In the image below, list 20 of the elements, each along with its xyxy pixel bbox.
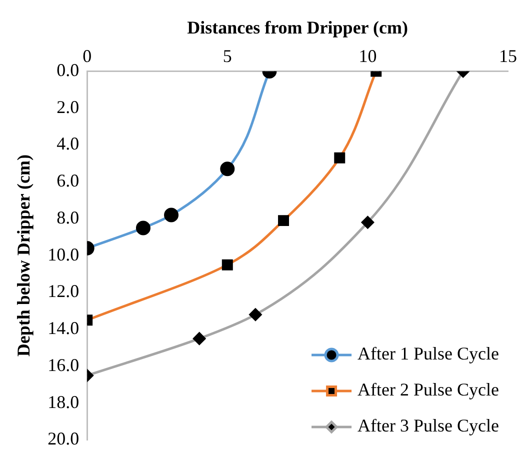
- legend-label: After 3 Pulse Cycle: [358, 416, 500, 436]
- y-tick-label: 20.0: [48, 428, 80, 449]
- y-axis-title: Depth below Dripper (cm): [13, 154, 34, 357]
- y-tick-label: 18.0: [48, 392, 80, 412]
- x-tick-label: 5: [222, 46, 232, 66]
- x-tick-label: 0: [82, 46, 92, 66]
- x-tick-label: 10: [358, 46, 377, 66]
- y-tick-label: 8.0: [56, 207, 80, 228]
- y-tick-label: 16.0: [48, 354, 80, 375]
- legend-label: After 2 Pulse Cycle: [358, 380, 500, 400]
- y-tick-label: 2.0: [56, 96, 80, 117]
- y-tick-label: 14.0: [48, 318, 80, 338]
- y-tick-label: 0.0: [56, 60, 80, 80]
- y-tick-label: 4.0: [56, 134, 80, 154]
- x-axis-title: Distances from Dripper (cm): [187, 17, 408, 38]
- x-tick-label: 15: [499, 46, 517, 66]
- y-tick-label: 10.0: [48, 244, 80, 264]
- y-tick-label: 12.0: [48, 281, 80, 302]
- y-tick-label: 6.0: [56, 170, 80, 191]
- legend-label: After 1 Pulse Cycle: [358, 344, 500, 364]
